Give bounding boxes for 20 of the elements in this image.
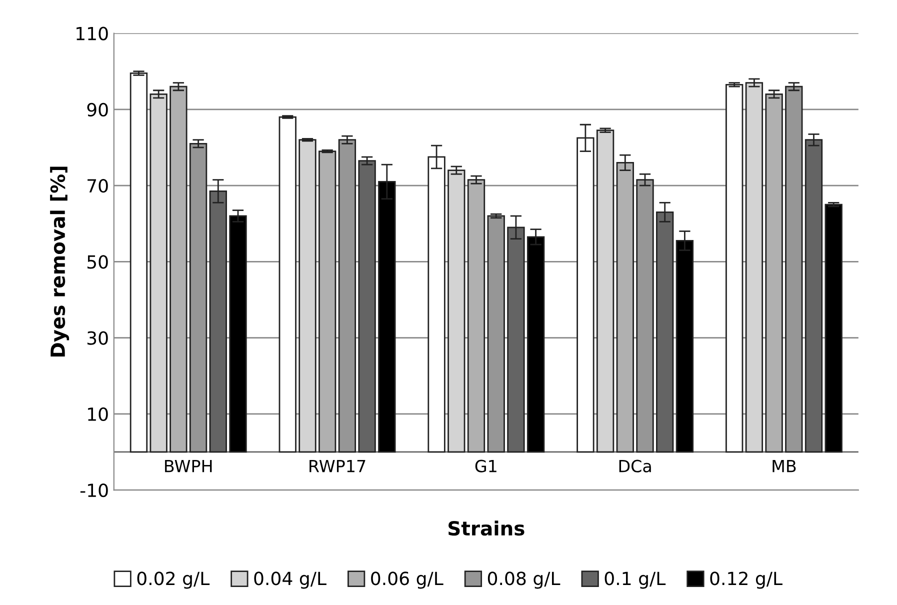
y-tick-label: 70 xyxy=(88,178,108,193)
y-axis-title: Dyes removal [%] xyxy=(50,166,70,356)
y-tick-label: -10 xyxy=(80,484,108,498)
y-tick-label: 10 xyxy=(88,407,108,422)
legend-label: 0.04 g/L xyxy=(254,572,326,589)
x-tick-label: MB xyxy=(772,460,796,472)
y-tick-label: 50 xyxy=(87,255,108,269)
x-tick-label: RWP17 xyxy=(310,460,366,472)
x-tick-label: DCa xyxy=(619,460,651,472)
legend-label: 0.08 g/L xyxy=(488,572,560,589)
y-tick-label: 30 xyxy=(87,331,108,345)
y-tick-label: 110 xyxy=(76,26,108,40)
x-tick-label: BWPH xyxy=(165,460,212,472)
legend-label: 0.1 g/L xyxy=(604,572,666,589)
legend-label: 0.06 g/L xyxy=(371,572,444,589)
legend-label: 0.02 g/L xyxy=(137,572,210,589)
legend-label: 0.12 g/L xyxy=(710,572,782,589)
y-tick-label: 90 xyxy=(87,102,108,117)
x-axis-title: Strains xyxy=(448,520,524,536)
x-tick-label: G1 xyxy=(475,460,496,472)
